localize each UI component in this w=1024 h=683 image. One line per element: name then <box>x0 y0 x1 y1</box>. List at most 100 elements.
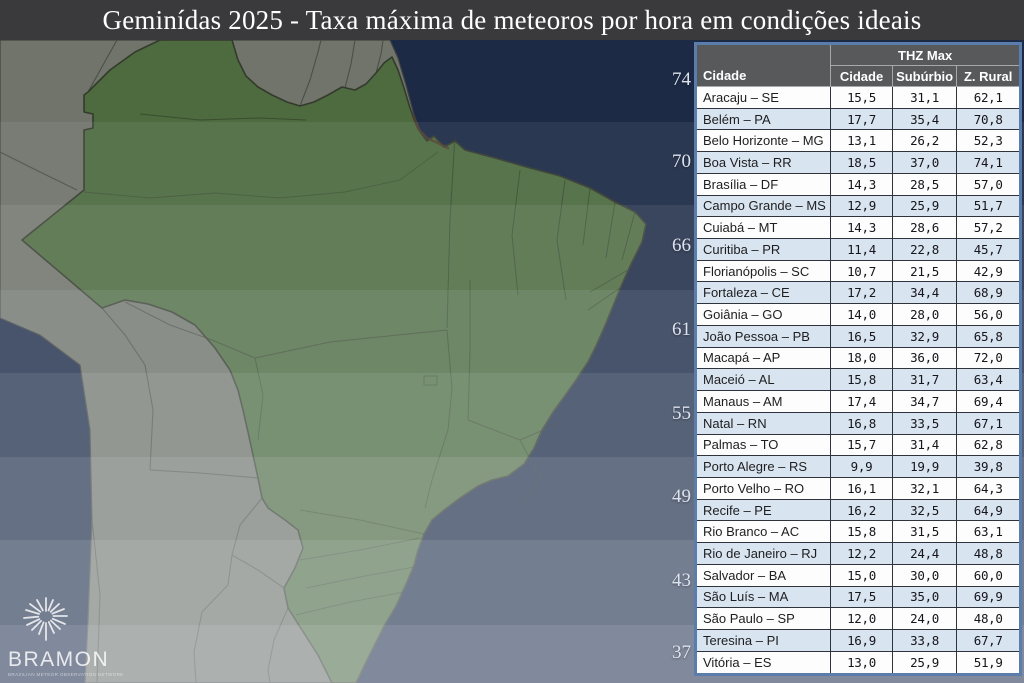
city-cell: Florianópolis – SC <box>694 259 832 283</box>
thz-value-cell: 13,1 <box>830 129 893 153</box>
thz-value-cell: 10,7 <box>830 259 893 283</box>
thz-value-cell: 64,9 <box>956 498 1021 522</box>
distrito-federal-outline <box>423 375 438 386</box>
table-row: Belém – PA 17,7 35,4 70,8 <box>694 107 1021 131</box>
thz-value-cell: 31,1 <box>891 86 958 109</box>
thz-value-cell: 51,9 <box>956 650 1021 676</box>
thz-value-cell: 18,0 <box>830 346 893 370</box>
thz-value-cell: 15,5 <box>830 86 893 109</box>
brazil-shape <box>21 40 647 683</box>
thz-value-cell: 25,9 <box>891 650 958 676</box>
country-borders <box>0 40 384 683</box>
thz-value-cell: 36,0 <box>891 346 958 370</box>
city-cell: Salvador – BA <box>694 563 832 587</box>
city-cell: Maceió – AL <box>694 368 832 392</box>
table-row: Fortaleza – CE 17,2 34,4 68,9 <box>694 281 1021 305</box>
band-label: 37 <box>672 642 691 663</box>
thz-value-cell: 17,2 <box>830 281 893 305</box>
thz-value-cell: 45,7 <box>956 238 1021 261</box>
page-title: Geminídas 2025 - Taxa máxima de meteoros… <box>102 4 922 35</box>
thz-value-cell: 28,0 <box>891 303 958 326</box>
city-cell: Palmas – TO <box>694 433 832 457</box>
table-row: Natal – RN 16,8 33,5 67,1 <box>694 411 1021 435</box>
table-row: Recife – PE 16,2 32,5 64,9 <box>694 498 1021 522</box>
thz-value-cell: 69,9 <box>956 585 1021 609</box>
bramon-logo: BRAMON BRAZILIAN METEOR OBSERVATION NETW… <box>8 596 128 677</box>
thz-value-cell: 39,8 <box>956 455 1021 478</box>
city-cell: Boa Vista – RR <box>694 151 832 174</box>
sub-column-header-0: Cidade <box>830 65 893 87</box>
table-row: Vitória – ES 13,0 25,9 51,9 <box>694 650 1021 676</box>
thz-value-cell: 16,5 <box>830 324 893 348</box>
thz-value-cell: 15,0 <box>830 563 893 587</box>
band-label: 66 <box>672 235 691 256</box>
thz-value-cell: 28,5 <box>891 172 958 196</box>
thz-value-cell: 14,3 <box>830 216 893 240</box>
table-row: Porto Velho – RO 16,1 32,1 64,3 <box>694 476 1021 500</box>
city-cell: Campo Grande – MS <box>694 194 832 218</box>
band-label: 61 <box>672 319 691 340</box>
thz-value-cell: 24,4 <box>891 542 958 565</box>
city-cell: Goiânia – GO <box>694 303 832 326</box>
thz-value-cell: 56,0 <box>956 303 1021 326</box>
thz-value-cell: 63,1 <box>956 520 1021 544</box>
thz-value-cell: 48,0 <box>956 607 1021 630</box>
band-label: 70 <box>672 151 691 172</box>
thz-value-cell: 35,0 <box>891 585 958 609</box>
thz-value-cell: 26,2 <box>891 129 958 153</box>
city-cell: Porto Alegre – RS <box>694 455 832 478</box>
thz-value-cell: 34,4 <box>891 281 958 305</box>
amazon-river <box>83 151 439 199</box>
city-cell: São Paulo – SP <box>694 607 832 630</box>
table-row: Goiânia – GO 14,0 28,0 56,0 <box>694 303 1021 326</box>
city-cell: Belo Horizonte – MG <box>694 129 832 153</box>
table-row: Palmas – TO 15,7 31,4 62,8 <box>694 433 1021 457</box>
city-cell: Macapá – AP <box>694 346 832 370</box>
meteor-radiant-icon <box>23 597 68 641</box>
city-cell: João Pessoa – PB <box>694 324 832 348</box>
thz-value-cell: 31,4 <box>891 433 958 457</box>
thz-table: Cidade THZ Max Cidade Subúrbio Z. Rural Ar… <box>694 42 1022 676</box>
column-header-city: Cidade <box>694 43 832 87</box>
thz-value-cell: 16,9 <box>830 628 893 652</box>
thz-value-cell: 70,8 <box>956 107 1021 131</box>
thz-value-cell: 57,0 <box>956 172 1021 196</box>
city-cell: Natal – RN <box>694 411 832 435</box>
band-label: 49 <box>672 486 691 507</box>
table-row: Boa Vista – RR 18,5 37,0 74,1 <box>694 151 1021 174</box>
thz-value-cell: 15,7 <box>830 433 893 457</box>
city-cell: Recife – PE <box>694 498 832 522</box>
thz-value-cell: 33,5 <box>891 411 958 435</box>
city-cell: São Luís – MA <box>694 585 832 609</box>
thz-value-cell: 48,8 <box>956 542 1021 565</box>
thz-value-cell: 24,0 <box>891 607 958 630</box>
thz-value-cell: 72,0 <box>956 346 1021 370</box>
table-row: Salvador – BA 15,0 30,0 60,0 <box>694 563 1021 587</box>
thz-value-cell: 16,8 <box>830 411 893 435</box>
city-cell: Manaus – AM <box>694 390 832 413</box>
thz-value-cell: 42,9 <box>956 259 1021 283</box>
thz-value-cell: 32,1 <box>891 476 958 500</box>
city-cell: Curitiba – PR <box>694 238 832 261</box>
sub-column-header-1: Subúrbio <box>891 65 958 87</box>
table-row: Campo Grande – MS 12,9 25,9 51,7 <box>694 194 1021 218</box>
band-label: 43 <box>672 570 691 591</box>
state-borders <box>124 113 636 616</box>
thz-value-cell: 25,9 <box>891 194 958 218</box>
table-row: Porto Alegre – RS 9,9 19,9 39,8 <box>694 455 1021 478</box>
thz-value-cell: 35,4 <box>891 107 958 131</box>
table-row: Cuiabá – MT 14,3 28,6 57,2 <box>694 216 1021 240</box>
city-cell: Rio Branco – AC <box>694 520 832 544</box>
thz-value-cell: 30,0 <box>891 563 958 587</box>
thz-value-cell: 12,0 <box>830 607 893 630</box>
thz-table-header: Cidade THZ Max Cidade Subúrbio Z. Rural <box>694 43 1021 87</box>
thz-value-cell: 12,2 <box>830 542 893 565</box>
thz-value-cell: 69,4 <box>956 390 1021 413</box>
thz-value-cell: 31,7 <box>891 368 958 392</box>
table-row: Maceió – AL 15,8 31,7 63,4 <box>694 368 1021 392</box>
thz-value-cell: 31,5 <box>891 520 958 544</box>
thz-value-cell: 12,9 <box>830 194 893 218</box>
city-cell: Aracaju – SE <box>694 86 832 109</box>
thz-value-cell: 52,3 <box>956 129 1021 153</box>
